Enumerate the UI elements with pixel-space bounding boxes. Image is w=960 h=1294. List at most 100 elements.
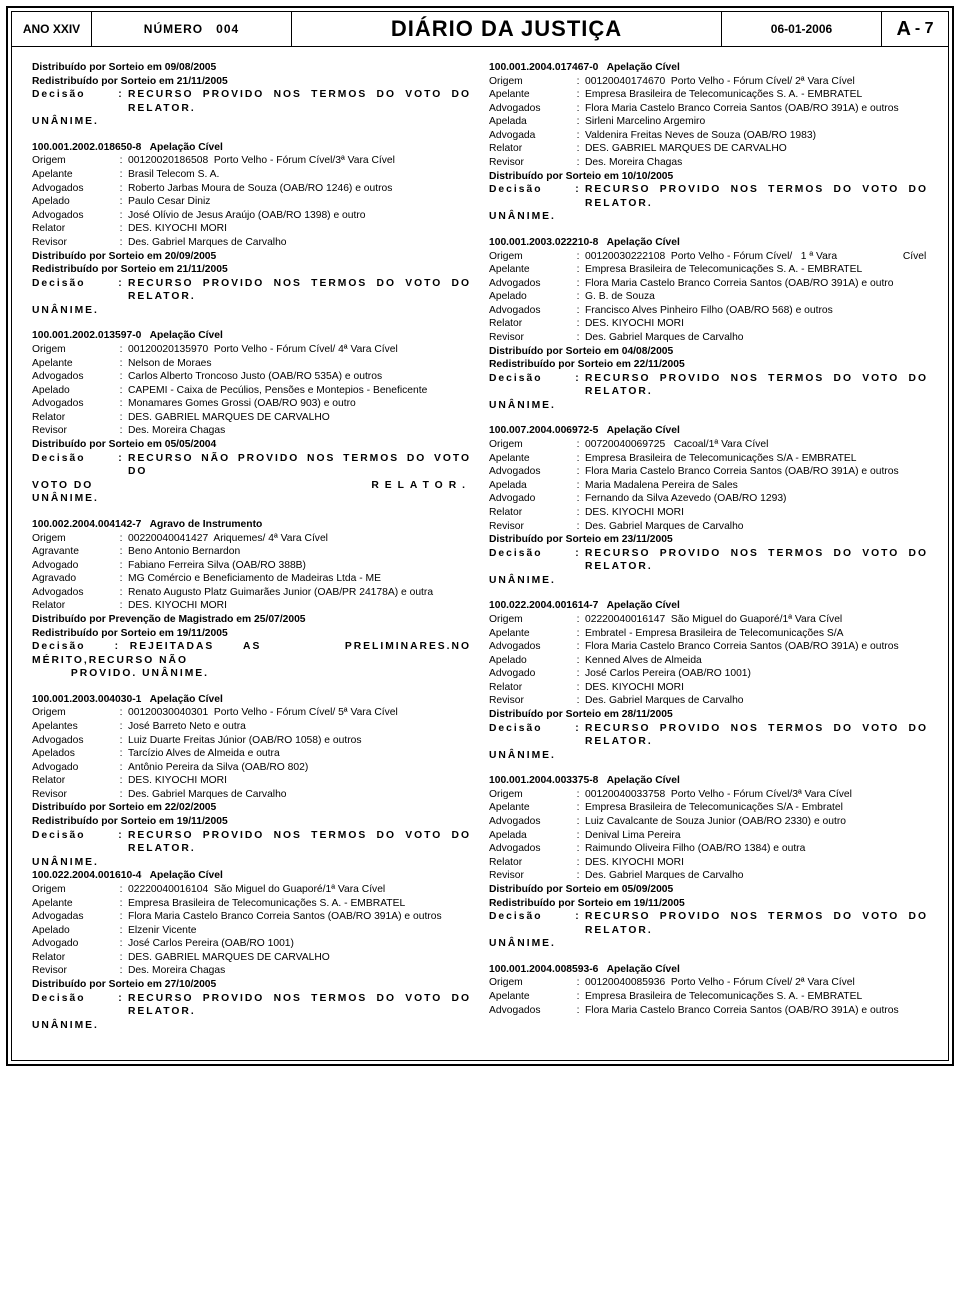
case-heading: 100.001.2002.013597-0 Apelação Cível (32, 329, 471, 343)
field-value: CAPEMI - Caixa de Pecúlios, Pensões e Mo… (128, 384, 471, 398)
case-number: 100.001.2002.013597-0 (32, 330, 141, 341)
case-type: Apelação Cível (141, 870, 222, 881)
text-line: UNÂNIME. (32, 1019, 471, 1033)
field-label: Advogados (489, 640, 571, 654)
field-value: Fabiano Ferreira Silva (OAB/RO 388B) (128, 559, 471, 573)
case-type: Agravo de Instrumento (141, 519, 262, 530)
text-line: UNÂNIME. (489, 749, 928, 763)
field-value: Des. Moreira Chagas (128, 424, 471, 438)
text-line: UNÂNIME. (489, 210, 928, 224)
case-entry: 100.001.2003.004030-1 Apelação CívelOrig… (32, 693, 471, 1032)
field-value: DES. KIYOCHI MORI (128, 774, 471, 788)
field-colon: : (571, 869, 585, 883)
field-colon: : (114, 236, 128, 250)
right-column: 100.001.2004.017467-0 Apelação CívelOrig… (489, 61, 928, 1044)
field-value: Flora Maria Castelo Branco Correia Santo… (585, 465, 928, 479)
field-row: Relator:DES. KIYOCHI MORI (32, 774, 471, 788)
text-line: Distribuído por Sorteio em 09/08/2005 (32, 61, 471, 75)
field-row: Relator:DES. KIYOCHI MORI (489, 856, 928, 870)
field-colon: : (571, 317, 585, 331)
field-value: Empresa Brasileira de Telecomunicações S… (585, 88, 928, 102)
field-colon: : (114, 168, 128, 182)
field-label: Advogados (32, 370, 114, 384)
text-line: Distribuído por Sorteio em 23/11/2005 (489, 533, 928, 547)
field-colon: : (114, 599, 128, 613)
case-heading: 100.001.2004.008593-6 Apelação Cível (489, 963, 928, 977)
field-row: Origem:02220040016147 São Miguel do Guap… (489, 613, 928, 627)
field-row: Advogados:Francisco Alves Pinheiro Filho… (489, 304, 928, 318)
field-label: Decisão (489, 547, 571, 574)
field-colon: : (571, 183, 585, 210)
field-label: Agravado (32, 572, 114, 586)
field-label: Apelados (32, 747, 114, 761)
field-row: Advogado:José Carlos Pereira (OAB/RO 100… (32, 937, 471, 951)
field-colon: : (114, 452, 128, 479)
field-label: Advogados (489, 1004, 571, 1018)
field-colon: : (114, 384, 128, 398)
field-value: G. B. de Souza (585, 290, 928, 304)
field-label: Apelada (489, 115, 571, 129)
field-colon: : (571, 990, 585, 1004)
case-entry: 100.001.2004.003375-8 Apelação CívelOrig… (489, 774, 928, 951)
case-entry: 100.022.2004.001614-7 Apelação CívelOrig… (489, 599, 928, 762)
field-label: Advogado (32, 761, 114, 775)
field-colon: : (114, 411, 128, 425)
justified-left: VOTO DO (32, 479, 93, 493)
field-label: Revisor (489, 694, 571, 708)
field-label: Apelada (489, 829, 571, 843)
field-row: Apelada:Sirleni Marcelino Argemiro (489, 115, 928, 129)
field-row: Revisor:Des. Gabriel Marques de Carvalho (489, 694, 928, 708)
field-colon: : (114, 572, 128, 586)
field-colon: : (114, 951, 128, 965)
field-row: Apelada:Maria Madalena Pereira de Sales (489, 479, 928, 493)
field-value: RECURSO PROVIDO NOS TERMOS DO VOTO DO RE… (128, 992, 471, 1019)
text-line: Redistribuído por Sorteio em 22/11/2005 (489, 358, 928, 372)
field-colon: : (571, 129, 585, 143)
case-heading: 100.001.2003.022210-8 Apelação Cível (489, 236, 928, 250)
field-colon: : (114, 897, 128, 911)
field-row: Apelantes:José Barreto Neto e outra (32, 720, 471, 734)
text-line: Distribuído por Sorteio em 05/09/2005 (489, 883, 928, 897)
field-value: Empresa Brasileira de Telecomunicações S… (128, 897, 471, 911)
field-row: Advogados:José Olívio de Jesus Araújo (O… (32, 209, 471, 223)
field-colon: : (114, 747, 128, 761)
field-value: 00720040069725 Cacoal/1ª Vara Cível (585, 438, 928, 452)
field-row: Decisão:RECURSO PROVIDO NOS TERMOS DO VO… (32, 829, 471, 856)
field-row: Decisão:RECURSO PROVIDO NOS TERMOS DO VO… (489, 183, 928, 210)
field-value: 00120030040301 Porto Velho - Fórum Cível… (128, 706, 471, 720)
field-row: Agravante:Beno Antonio Bernardon (32, 545, 471, 559)
field-value: Beno Antonio Bernardon (128, 545, 471, 559)
field-colon: : (571, 520, 585, 534)
case-heading: 100.001.2004.003375-8 Apelação Cível (489, 774, 928, 788)
field-value: Des. Gabriel Marques de Carvalho (585, 331, 928, 345)
field-row: Revisor:Des. Gabriel Marques de Carvalho (32, 236, 471, 250)
left-column: Distribuído por Sorteio em 09/08/2005 Red… (32, 61, 471, 1044)
field-colon: : (114, 343, 128, 357)
field-label: Origem (489, 976, 571, 990)
case-number: 100.001.2003.022210-8 (489, 237, 598, 248)
field-value: DES. KIYOCHI MORI (585, 317, 928, 331)
case-number: 100.001.2004.003375-8 (489, 775, 598, 786)
field-label: Advogados (32, 209, 114, 223)
field-label: Relator (32, 774, 114, 788)
field-colon: : (571, 263, 585, 277)
field-colon: : (114, 559, 128, 573)
field-label: Apelante (489, 627, 571, 641)
field-row: Revisor:Des. Gabriel Marques de Carvalho (489, 331, 928, 345)
field-value: RECURSO PROVIDO NOS TERMOS DO VOTO DO RE… (128, 829, 471, 856)
field-colon: : (114, 883, 128, 897)
page-outer-frame: ANO XXIV NÚMERO 004 DIÁRIO DA JUSTIÇA 06… (6, 6, 954, 1066)
field-label: Origem (489, 250, 571, 264)
page-header: ANO XXIV NÚMERO 004 DIÁRIO DA JUSTIÇA 06… (12, 12, 948, 47)
field-label: Apelado (32, 384, 114, 398)
field-row: Apelante:Empresa Brasileira de Telecomun… (489, 88, 928, 102)
field-value: 02220040016147 São Miguel do Guaporé/1ª … (585, 613, 928, 627)
field-row: Origem:00120020135970 Porto Velho - Fóru… (32, 343, 471, 357)
header-title: DIÁRIO DA JUSTIÇA (292, 12, 722, 46)
field-colon: : (571, 654, 585, 668)
field-label: Apelado (489, 290, 571, 304)
field-colon: : (114, 924, 128, 938)
text-line: Redistribuído por Sorteio em 19/11/2005 (32, 815, 471, 829)
text-line: PROVIDO. UNÂNIME. (32, 667, 471, 681)
field-value: DES. KIYOCHI MORI (128, 222, 471, 236)
